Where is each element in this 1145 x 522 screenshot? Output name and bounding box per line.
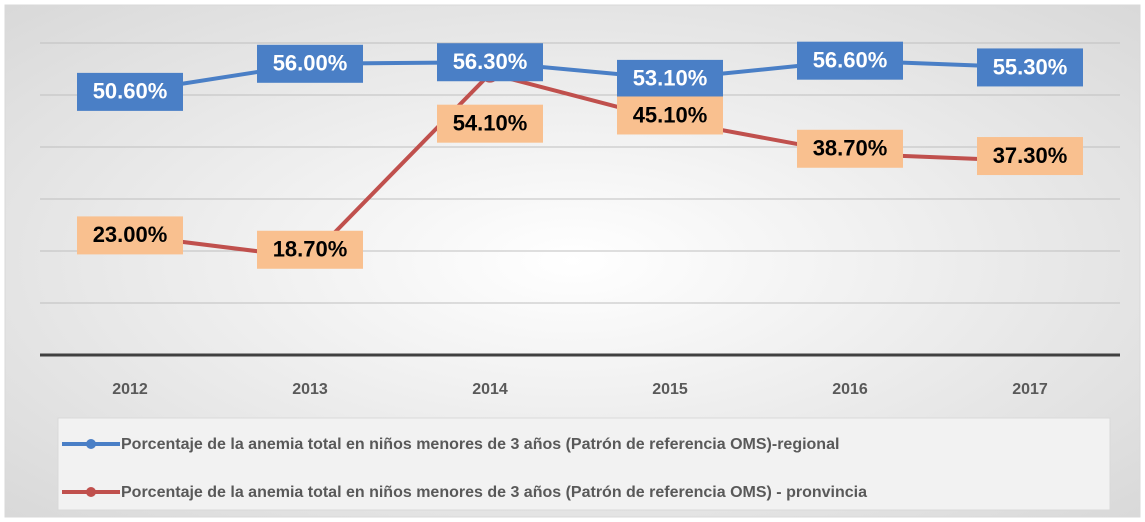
data-label: 18.70%	[273, 237, 348, 262]
x-tick-label: 2017	[1012, 381, 1048, 398]
data-label-box	[437, 104, 543, 143]
data-label: 56.30%	[453, 49, 528, 74]
data-label: 37.30%	[993, 143, 1068, 168]
x-tick-label: 2016	[832, 381, 868, 398]
data-label-box	[797, 129, 903, 168]
legend-label: Porcentaje de la anemia total en niños m…	[121, 436, 839, 453]
x-tick-label: 2013	[292, 381, 328, 398]
data-label: 53.10%	[633, 66, 708, 91]
data-label-box	[77, 216, 183, 255]
legend-box	[57, 417, 1111, 511]
x-tick-label: 2015	[652, 381, 688, 398]
legend-label: Porcentaje de la anemia total en niños m…	[121, 484, 867, 501]
data-label-box	[437, 43, 543, 82]
data-label-box	[977, 48, 1083, 87]
x-tick-label: 2014	[472, 381, 508, 398]
x-tick-label: 2012	[112, 381, 148, 398]
legend-marker	[86, 439, 96, 449]
data-label: 50.60%	[93, 79, 168, 104]
data-label-box	[77, 72, 183, 111]
data-label-box	[797, 41, 903, 80]
data-label-box	[257, 44, 363, 83]
data-label-box	[617, 96, 723, 135]
data-label-box	[257, 230, 363, 269]
data-label-box	[617, 59, 723, 98]
data-label: 54.10%	[453, 110, 528, 135]
data-label: 56.60%	[813, 47, 888, 72]
data-label: 45.10%	[633, 102, 708, 127]
data-label: 56.00%	[273, 51, 348, 76]
data-label: 23.00%	[93, 222, 168, 247]
data-label: 38.70%	[813, 136, 888, 161]
legend-marker	[86, 487, 96, 497]
data-label-box	[977, 137, 1083, 176]
data-label: 55.30%	[993, 54, 1068, 79]
